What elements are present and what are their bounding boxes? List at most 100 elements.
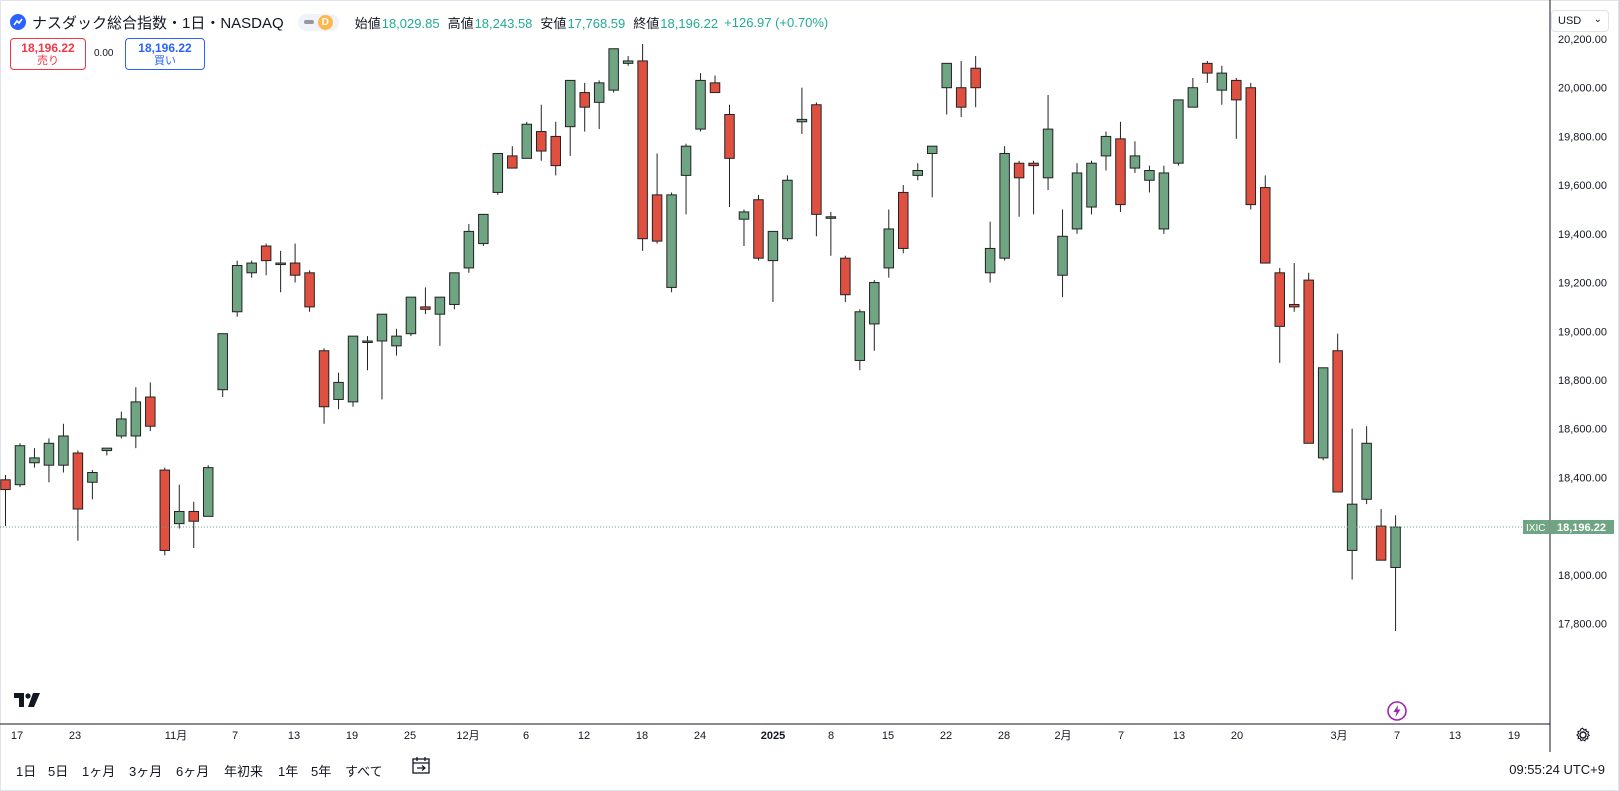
candle-body <box>159 469 171 551</box>
candle-body <box>347 335 359 403</box>
candle <box>1231 77 1242 139</box>
calendar-compare-icon[interactable] <box>411 756 431 781</box>
range-button-6m[interactable]: 6ヶ月 <box>176 764 210 779</box>
candle <box>738 209 750 247</box>
interval-badge[interactable]: D <box>297 13 339 31</box>
candle-body <box>260 245 272 262</box>
candle-body <box>492 152 504 193</box>
candle <box>1129 141 1141 173</box>
candle-body <box>1317 367 1329 459</box>
candle <box>1245 82 1257 210</box>
candle <box>753 194 764 261</box>
candle-body <box>1100 135 1112 157</box>
candle <box>318 348 330 424</box>
candle-body <box>695 79 706 130</box>
candle-body <box>825 216 837 219</box>
buy-button[interactable]: 18,196.22 買い <box>125 38 205 70</box>
candle <box>58 423 69 473</box>
candle <box>449 272 460 310</box>
candle <box>434 296 446 346</box>
candle <box>159 467 171 556</box>
candle-body <box>130 401 142 437</box>
time-tick-label: 25 <box>404 730 416 742</box>
candle <box>970 56 981 108</box>
time-tick-label: 13 <box>1173 730 1185 742</box>
candle <box>898 185 909 254</box>
candle <box>1216 65 1228 105</box>
candle <box>724 104 735 208</box>
candle-body <box>1158 172 1170 230</box>
candle-body <box>1042 128 1054 179</box>
candle-body <box>955 87 967 108</box>
candle <box>1332 333 1343 493</box>
candle <box>1028 160 1039 215</box>
time-tick-label: 19 <box>346 730 358 742</box>
range-button-3m[interactable]: 3ヶ月 <box>129 764 163 779</box>
currency-dropdown[interactable]: USD ⌄ <box>1551 10 1609 32</box>
price-axis[interactable]: 20,200.00 20,000.00 19,800.00 19,600.00 19,4… <box>1558 34 1607 631</box>
candle-body <box>449 272 460 305</box>
candle <box>1202 60 1213 83</box>
candle-body <box>1173 99 1184 164</box>
time-tick-label: 28 <box>998 730 1010 742</box>
candle <box>217 333 228 398</box>
candle <box>188 501 199 549</box>
tradingview-logo-icon[interactable] <box>14 693 44 712</box>
candle-body <box>1129 155 1141 169</box>
price-chart[interactable]: 20,200.00 20,000.00 19,800.00 19,600.00 19,4… <box>0 0 1619 752</box>
lightning-alert-icon[interactable] <box>1386 700 1408 727</box>
price-tick-label: 19,000.00 <box>1558 326 1607 338</box>
sell-button[interactable]: 18,196.22 売り <box>10 38 86 70</box>
range-button-1m[interactable]: 1ヶ月 <box>82 764 116 779</box>
candle-body <box>593 82 605 103</box>
candle <box>260 243 272 276</box>
candle-body <box>1057 235 1068 276</box>
candle-body <box>420 306 431 310</box>
candle-body <box>1332 350 1343 493</box>
candle-body <box>709 82 721 94</box>
clock-display[interactable]: 09:55:24 UTC+9 <box>1509 762 1605 777</box>
candle-body <box>202 467 214 517</box>
candle-body <box>231 264 243 313</box>
range-button-5y[interactable]: 5年 <box>311 764 332 779</box>
candle <box>912 163 923 181</box>
candle-body <box>521 123 533 159</box>
candle <box>463 224 475 273</box>
candle <box>521 121 533 159</box>
range-button-ytd[interactable]: 年初来 <box>224 764 264 779</box>
time-axis[interactable]: 17 23 11月 7 13 19 25 12月 6 12 18 24 2025 8 15 22 28 2月 7 13… <box>11 730 1520 742</box>
candle <box>1115 121 1126 212</box>
buy-price: 18,196.22 <box>138 41 192 55</box>
range-button-1d[interactable]: 1日 <box>16 764 37 779</box>
candle <box>333 372 344 410</box>
candle <box>550 121 561 176</box>
candle-body <box>926 145 938 154</box>
range-button-all[interactable]: すべて <box>345 764 383 779</box>
candle <box>564 79 576 156</box>
symbol-title[interactable]: ナスダック総合指数・1日・NASDAQ <box>32 14 284 32</box>
candle <box>1346 428 1358 580</box>
price-tick-label: 18,000.00 <box>1558 570 1607 582</box>
gear-icon[interactable] <box>1575 727 1591 748</box>
candle <box>608 48 619 93</box>
candle <box>130 387 142 449</box>
candle <box>1375 509 1387 561</box>
ohlc-values: 始値18,029.85 高値18,243.58 安値17,768.59 終値18… <box>355 13 718 32</box>
price-tick-label: 20,000.00 <box>1558 83 1607 95</box>
range-button-5d[interactable]: 5日 <box>48 764 69 779</box>
candle-body <box>87 472 98 483</box>
candle <box>492 152 504 195</box>
candle-body <box>1115 138 1126 206</box>
candle-body <box>1028 162 1039 167</box>
candle <box>680 143 692 215</box>
candle-body <box>246 262 257 274</box>
nasdaq-logo-icon <box>10 14 26 30</box>
price-tick-label: 19,400.00 <box>1558 229 1607 241</box>
candle <box>405 296 417 337</box>
candle <box>174 484 185 529</box>
candle <box>840 255 851 303</box>
candles <box>0 43 1401 632</box>
candle-body <box>767 230 779 262</box>
range-button-1y[interactable]: 1年 <box>278 764 299 779</box>
candle-body <box>478 213 489 245</box>
